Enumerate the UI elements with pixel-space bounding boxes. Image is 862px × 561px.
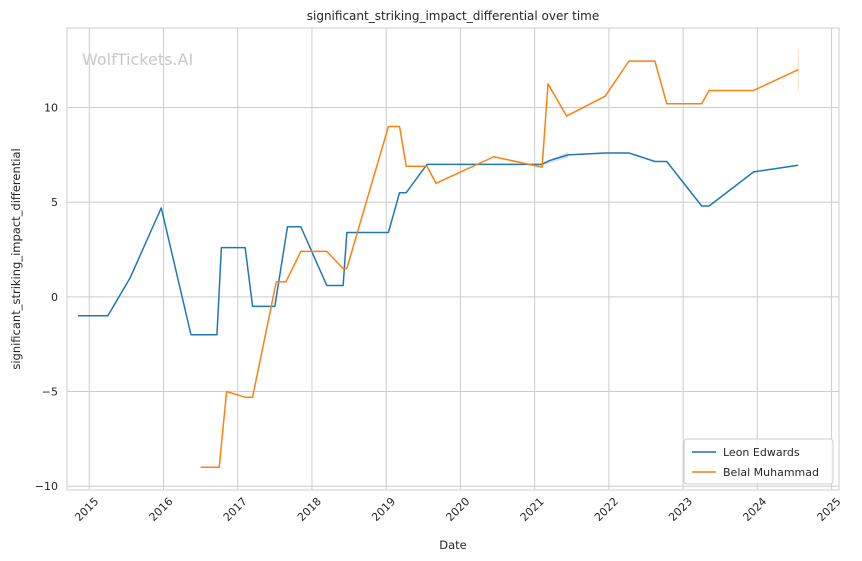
x-tick-label-2015: 2015: [72, 495, 101, 524]
y-tick-label--10: −10: [35, 480, 58, 493]
chart-title: significant_striking_impact_differential…: [307, 9, 599, 23]
x-tick-label-2024: 2024: [740, 495, 769, 524]
y-axis-title: significant_striking_impact_differential: [9, 148, 23, 369]
plot-frame: [66, 27, 840, 491]
x-tick-label-2019: 2019: [369, 495, 398, 524]
series-line-belal-muhammad: [200, 60, 799, 469]
grid-lines: [67, 28, 839, 490]
legend-label-leon-edwards: Leon Edwards: [723, 446, 800, 459]
x-tick-label-2021: 2021: [518, 495, 547, 524]
legend: Leon Edwards Belal Muhammad: [683, 438, 834, 485]
x-tick-label-2017: 2017: [221, 495, 250, 524]
plot-background: [67, 28, 839, 490]
x-tick-label-2023: 2023: [666, 495, 695, 524]
y-tick-label-5: 5: [51, 196, 58, 209]
y-tick-label-0: 0: [51, 291, 58, 304]
x-tick-labels: 2015 2016 2017 2018 2019 2020 2021 2022 2023 2024…: [72, 495, 843, 524]
legend-label-belal-muhammad: Belal Muhammad: [723, 466, 819, 479]
x-tick-label-2022: 2022: [592, 495, 621, 524]
series-lines: [78, 60, 799, 469]
x-tick-label-2025: 2025: [815, 495, 844, 524]
watermark-logo: WolfTickets.AI: [82, 50, 193, 69]
y-tick-label--5: −5: [42, 386, 58, 399]
x-tick-label-2018: 2018: [295, 495, 324, 524]
x-axis-title: Date: [439, 538, 467, 552]
series-line-leon-edwards: [78, 152, 799, 336]
x-tick-label-2016: 2016: [147, 495, 176, 524]
x-tick-label-2020: 2020: [443, 495, 472, 524]
y-tick-label-10: 10: [44, 102, 58, 115]
axes-border: [66, 27, 840, 491]
y-tick-labels: −10 −5 0 5 10: [35, 102, 58, 494]
legend-box: [683, 438, 834, 485]
